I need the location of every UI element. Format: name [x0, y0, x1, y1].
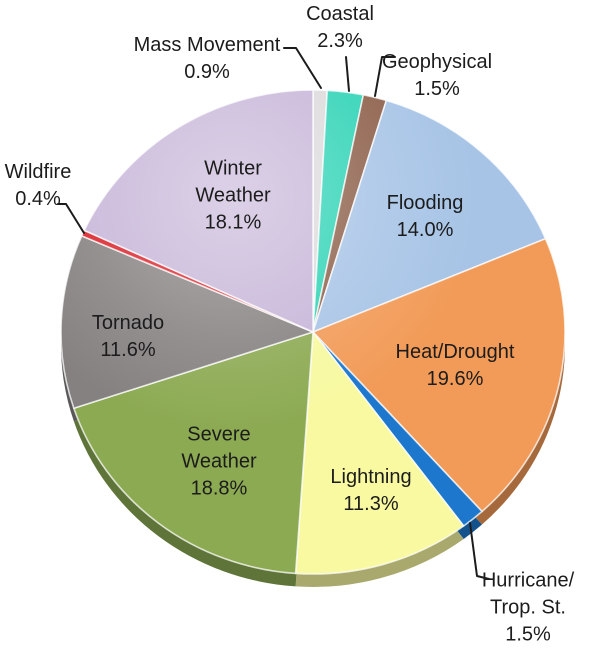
leader-line-coastal [345, 56, 350, 92]
leader-lines [57, 47, 490, 580]
leader-line-hurricane [469, 522, 490, 580]
pie-sheen-highlight [61, 90, 565, 574]
leader-line-geophysical [374, 56, 396, 97]
leader-line-mass-movement [283, 47, 322, 89]
leader-line-wildfire [57, 203, 85, 234]
